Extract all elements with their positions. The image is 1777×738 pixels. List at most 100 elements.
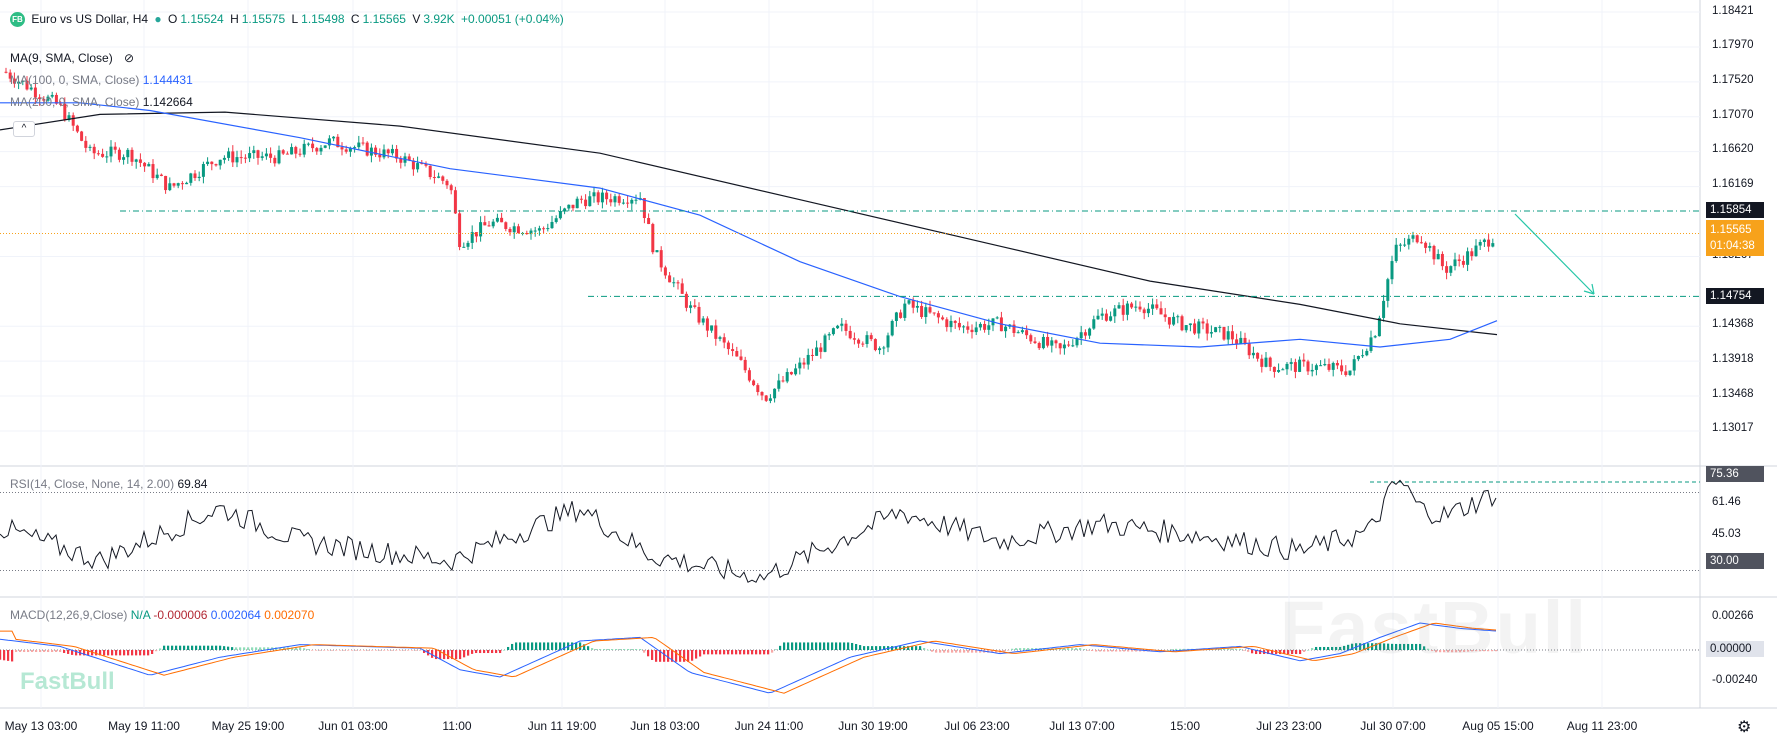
macd-histogram-bar: [923, 647, 926, 650]
candle-body: [193, 173, 197, 179]
close-value: 1.15565: [362, 12, 406, 26]
macd-histogram-bar: [7, 650, 10, 661]
candle-body: [344, 149, 348, 152]
candle-body: [752, 380, 756, 386]
symbol-title[interactable]: Euro vs US Dollar, H4: [31, 12, 149, 26]
macd-histogram-bar: [487, 650, 490, 654]
candle-body: [1180, 316, 1184, 331]
candle-body: [67, 115, 71, 120]
candle-body: [680, 283, 684, 294]
macd-histogram-bar: [355, 650, 358, 651]
macd-histogram-bar: [475, 650, 478, 654]
candle-body: [458, 213, 462, 248]
macd-histogram-bar: [547, 642, 550, 650]
macd-histogram-bar: [671, 650, 674, 662]
macd-histogram-bar: [491, 650, 494, 654]
candle-body: [185, 182, 189, 185]
macd-histogram-bar: [563, 642, 566, 650]
candle-body: [1054, 340, 1058, 344]
macd-histogram-bar: [1347, 644, 1350, 650]
candle-body: [365, 142, 369, 156]
macd-histogram-bar: [1071, 648, 1074, 650]
candle-body: [1109, 316, 1113, 321]
candle-body: [739, 356, 743, 360]
macd-histogram-bar: [127, 650, 130, 656]
macd-histogram-bar: [351, 650, 354, 651]
candle-body: [189, 173, 193, 183]
macd-histogram-bar: [815, 642, 818, 650]
volume-label: V: [412, 12, 421, 26]
candle-body: [378, 154, 382, 158]
collapse-legend-button[interactable]: ^: [13, 121, 35, 137]
macd-histogram-bar: [1087, 650, 1090, 651]
candle-body: [1340, 365, 1344, 372]
macd-histogram-bar: [1419, 643, 1422, 650]
ma9-legend[interactable]: MA(9, SMA, Close) ⊘: [10, 51, 134, 65]
candle-body: [592, 192, 596, 197]
candle-body: [147, 164, 151, 167]
candle-body: [1247, 343, 1251, 356]
candle-body: [487, 225, 491, 227]
macd-legend[interactable]: MACD(12,26,9,Close) N/A -0.000006 0.0020…: [10, 608, 314, 622]
candle-body: [1369, 337, 1373, 351]
candle-body: [399, 158, 403, 163]
macd-histogram-bar: [307, 649, 310, 650]
candle-body: [143, 162, 147, 167]
macd-histogram-bar: [731, 650, 734, 655]
bar-countdown: 01:04:38: [1710, 240, 1755, 252]
candle-body: [1352, 359, 1356, 371]
candle-body: [567, 204, 571, 209]
candle-body: [176, 183, 180, 186]
candle-body: [1096, 315, 1100, 320]
macd-histogram-bar: [1339, 646, 1342, 650]
candle-body: [1478, 241, 1482, 246]
time-tick: Jun 30 19:00: [838, 719, 908, 733]
candle-body: [970, 329, 974, 333]
candle-body: [113, 146, 117, 150]
macd-histogram-bar: [855, 644, 858, 650]
rsi-legend[interactable]: RSI(14, Close, None, 14, 2.00) 69.84: [10, 477, 207, 491]
chevron-up-icon: ^: [21, 123, 27, 134]
candle-body: [1071, 345, 1075, 347]
macd-histogram-bar: [507, 646, 510, 650]
eye-off-icon[interactable]: ⊘: [124, 51, 135, 65]
low-value: 1.15498: [301, 12, 345, 26]
macd-histogram-bar: [1487, 650, 1490, 652]
macd-histogram-bar: [607, 648, 610, 650]
macd-histogram-bar: [935, 650, 938, 653]
candle-body: [126, 149, 130, 158]
candle-body: [424, 163, 428, 166]
candle-body: [869, 335, 873, 340]
candle-body: [726, 342, 730, 350]
macd-histogram-bar: [943, 650, 946, 653]
macd-histogram-bar: [327, 650, 330, 651]
macd-histogram-bar: [1315, 646, 1318, 650]
macd-histogram-bar: [975, 650, 978, 653]
candle-body: [1159, 308, 1163, 315]
macd-histogram-bar: [295, 647, 298, 650]
candle-body: [420, 163, 424, 165]
macd-histogram-bar: [503, 650, 506, 651]
candle-body: [92, 146, 96, 154]
candle-body: [285, 153, 289, 155]
macd-histogram-bar: [1267, 650, 1270, 655]
candle-body: [1310, 369, 1314, 372]
candle-body: [1075, 338, 1079, 346]
macd-histogram-bar: [279, 647, 282, 650]
ma100-legend[interactable]: MA(100, 0, SMA, Close) 1.144431: [10, 73, 193, 87]
candle-body: [1487, 239, 1491, 247]
macd-histogram-bar: [107, 650, 110, 656]
candle-body: [701, 318, 705, 323]
candle-body: [941, 317, 945, 320]
candle-body: [332, 136, 336, 139]
candle-body: [575, 198, 579, 209]
candle-body: [1239, 337, 1243, 344]
gear-icon[interactable]: ⚙: [1737, 719, 1752, 736]
macd-histogram-bar: [807, 642, 810, 650]
ma200-legend[interactable]: MA(200, 0, SMA, Close) 1.142664: [10, 95, 193, 109]
macd-histogram-bar: [959, 650, 962, 653]
candle-body: [1176, 316, 1180, 318]
candle-body: [453, 190, 457, 214]
candle-body: [483, 222, 487, 226]
